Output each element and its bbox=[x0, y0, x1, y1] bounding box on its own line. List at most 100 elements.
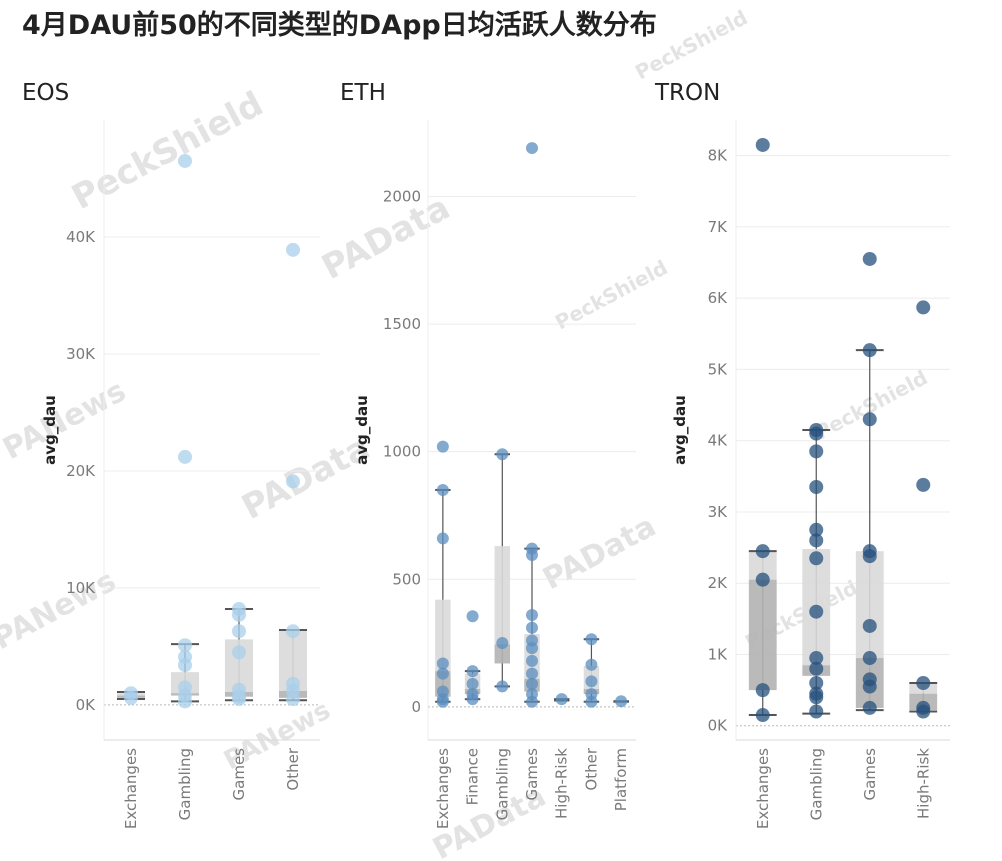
y-axis-label: avg_dau bbox=[353, 395, 371, 465]
box-gambling bbox=[494, 453, 511, 688]
y-axis-label: avg_dau bbox=[41, 395, 59, 465]
data-point-finance bbox=[466, 677, 479, 690]
panel-tron: TRON avg_dau 0K 1K 2K 3K 4K 5K 6K 7K 8K Exchanges Ga… bbox=[654, 80, 950, 829]
data-point-other bbox=[585, 658, 598, 671]
data-point-games bbox=[862, 251, 877, 266]
watermark-layer: PeckShieldPADataPeckShieldPANewsPADataPA… bbox=[0, 5, 932, 861]
watermark-text: PeckShield bbox=[551, 255, 671, 334]
data-point-other bbox=[286, 242, 300, 257]
data-point-games bbox=[862, 618, 877, 633]
data-point-other bbox=[286, 692, 300, 707]
y-tick-label: 30K bbox=[66, 345, 96, 363]
data-point-gambling bbox=[178, 153, 192, 168]
panel-title: ETH bbox=[340, 80, 386, 106]
data-point-other bbox=[585, 633, 598, 646]
y-tick-label: 5K bbox=[708, 360, 729, 378]
category-label-exchanges: Exchanges bbox=[122, 748, 140, 829]
panel-title: EOS bbox=[22, 80, 69, 106]
data-point-exchanges bbox=[755, 544, 770, 559]
data-point-games bbox=[862, 412, 877, 427]
data-point-high-risk bbox=[916, 704, 931, 719]
data-point-gambling bbox=[809, 444, 824, 459]
category-label-platform: Platform bbox=[612, 748, 630, 811]
data-point-exchanges bbox=[755, 708, 770, 723]
y-tick-label: 3K bbox=[708, 503, 729, 521]
y-tick-label: 40K bbox=[66, 228, 96, 246]
data-point-gambling bbox=[496, 448, 509, 461]
data-point-gambling bbox=[809, 533, 824, 548]
data-point-games bbox=[526, 654, 538, 667]
data-point-high-risk bbox=[916, 300, 931, 315]
data-point-finance bbox=[466, 665, 479, 678]
category-label-exchanges: Exchanges bbox=[754, 748, 772, 829]
data-point-other bbox=[585, 695, 598, 708]
panel-title: TRON bbox=[654, 80, 720, 106]
watermark-text: PeckShield bbox=[811, 365, 931, 444]
data-point-games bbox=[232, 692, 246, 707]
y-tick-label: 1K bbox=[708, 645, 729, 663]
y-tick-label: 10K bbox=[66, 579, 96, 597]
data-point-games bbox=[526, 142, 538, 155]
data-point-gambling bbox=[809, 651, 824, 666]
data-point-games bbox=[862, 343, 877, 358]
data-point-gambling bbox=[178, 449, 192, 464]
data-point-exchanges bbox=[436, 483, 449, 496]
y-tick-label: 0 bbox=[411, 698, 421, 716]
y-axis-label: avg_dau bbox=[671, 395, 689, 465]
y-tick-label: 1000 bbox=[383, 443, 421, 461]
data-point-finance bbox=[466, 610, 479, 623]
box-exchanges bbox=[748, 550, 777, 717]
data-point-exchanges bbox=[124, 686, 138, 701]
category-label-high-risk: High-Risk bbox=[914, 748, 932, 819]
y-tick-label: 4K bbox=[708, 432, 729, 450]
watermark-text: PANews bbox=[0, 563, 122, 657]
data-point-other bbox=[585, 675, 598, 688]
data-point-games bbox=[526, 695, 538, 708]
data-point-other bbox=[286, 624, 300, 639]
data-point-gambling bbox=[178, 638, 192, 653]
data-point-gambling bbox=[809, 661, 824, 676]
category-label-games: Games bbox=[861, 748, 879, 801]
category-label-high-risk: High-Risk bbox=[553, 748, 571, 819]
data-point-high-risk bbox=[916, 675, 931, 690]
data-point-platform bbox=[615, 695, 628, 708]
data-point-gambling bbox=[809, 675, 824, 690]
y-tick-label: 2K bbox=[708, 574, 729, 592]
data-point-games bbox=[232, 645, 246, 660]
box-upper bbox=[435, 599, 451, 672]
data-point-gambling bbox=[496, 637, 509, 650]
panel-eth: ETH avg_dau 0 500 1000 1500 2000 Exchanges Finan… bbox=[340, 80, 636, 829]
category-label-games: Games bbox=[523, 748, 541, 801]
data-point-gambling bbox=[809, 551, 824, 566]
box-upper bbox=[494, 546, 511, 645]
data-point-gambling bbox=[809, 690, 824, 705]
category-label-other: Other bbox=[582, 747, 600, 790]
data-point-exchanges bbox=[755, 683, 770, 698]
data-point-finance bbox=[466, 693, 479, 706]
category-label-exchanges: Exchanges bbox=[434, 748, 452, 829]
data-point-gambling bbox=[809, 480, 824, 495]
data-point-games bbox=[862, 651, 877, 666]
data-point-high-risk bbox=[916, 477, 931, 492]
box-lower bbox=[748, 579, 777, 691]
y-tick-label: 7K bbox=[708, 218, 729, 236]
category-label-other: Other bbox=[284, 747, 302, 790]
y-tick-label: 2000 bbox=[383, 188, 421, 206]
data-point-gambling bbox=[809, 522, 824, 537]
data-point-exchanges bbox=[436, 657, 449, 670]
y-tick-label: 0K bbox=[76, 696, 97, 714]
category-label-gambling: Gambling bbox=[807, 748, 825, 820]
data-point-gambling bbox=[496, 680, 509, 693]
data-point-games bbox=[862, 700, 877, 715]
data-point-exchanges bbox=[436, 695, 449, 708]
data-point-exchanges bbox=[436, 440, 449, 453]
data-point-gambling bbox=[809, 704, 824, 719]
y-tick-label: 8K bbox=[708, 147, 729, 165]
watermark-text: PAData bbox=[537, 509, 661, 597]
data-point-exchanges bbox=[436, 532, 449, 545]
data-point-games bbox=[526, 677, 538, 690]
data-point-exchanges bbox=[755, 137, 770, 152]
data-point-gambling bbox=[809, 604, 824, 619]
data-point-games bbox=[862, 549, 877, 564]
